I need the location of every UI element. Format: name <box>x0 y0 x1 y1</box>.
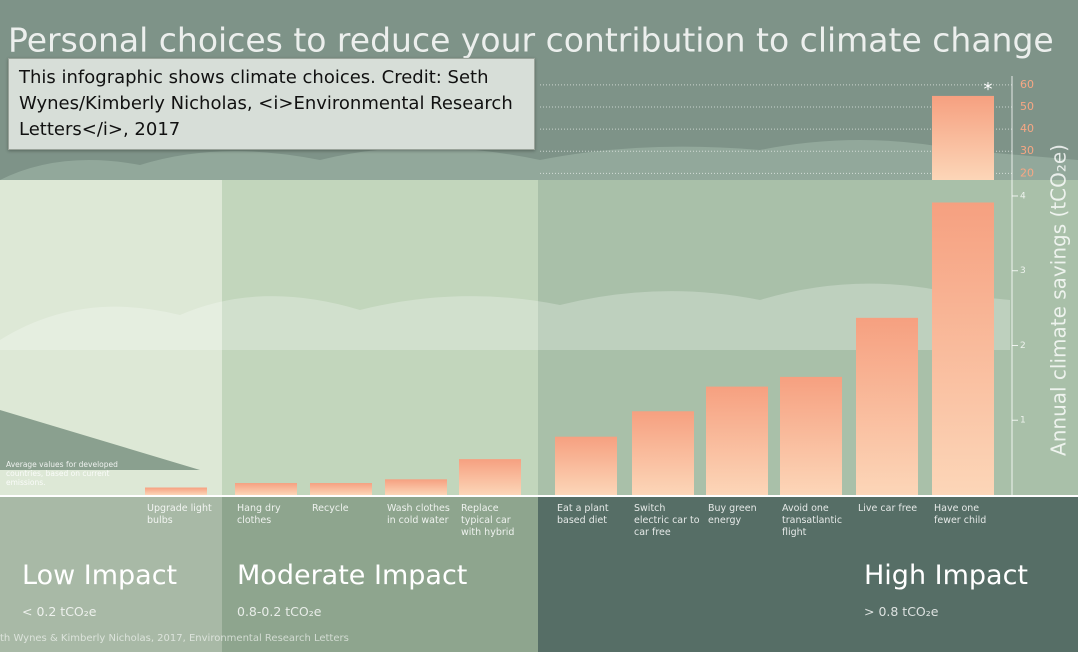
y2-tick-label: 60 <box>1020 78 1034 91</box>
category-label: Avoid one transatlantic flight <box>782 503 843 538</box>
category-label: Switch electric car to car free <box>634 503 700 538</box>
chart-title: Personal choices to reduce your contribu… <box>8 21 1054 60</box>
impact-label: Low Impact <box>22 560 178 591</box>
category-label: Hang dry clothes <box>237 503 281 526</box>
impact-range: > 0.8 tCO₂e <box>864 604 939 619</box>
annotation: * <box>984 79 993 100</box>
category-label: Eat a plant based diet <box>557 503 609 526</box>
moderate-footer <box>222 497 538 652</box>
category-label: Have one fewer child <box>934 503 987 526</box>
y-axis-label: Annual climate savings (tCO₂e) <box>1047 144 1071 456</box>
bar <box>555 436 617 495</box>
bar <box>145 487 207 495</box>
bar <box>780 376 842 495</box>
bar <box>632 411 694 495</box>
y2-tick-label: 20 <box>1020 166 1034 179</box>
high-footer <box>538 497 1078 652</box>
bar <box>235 483 297 495</box>
note: Average values for developed countries, … <box>6 460 118 487</box>
bar <box>856 317 918 495</box>
source: th Wynes & Kimberly Nicholas, 2017, Envi… <box>0 633 349 644</box>
impact-label: Moderate Impact <box>237 560 468 591</box>
category-label: Replace typical car with hybrid <box>461 503 515 538</box>
tooltip: This infographic shows climate choices. … <box>8 58 535 150</box>
y2-tick-label: 40 <box>1020 122 1034 135</box>
y-tick-label: 4 <box>1020 191 1026 201</box>
moderate-panel <box>222 180 538 497</box>
bar <box>459 459 521 495</box>
y2-tick-label: 50 <box>1020 100 1034 113</box>
category-label: Wash clothes in cold water <box>387 503 450 526</box>
bar <box>385 479 447 495</box>
bar-upper <box>932 95 994 180</box>
category-label: Recycle <box>312 503 349 514</box>
bar-lower <box>932 202 994 495</box>
y2-tick-label: 30 <box>1020 144 1034 157</box>
low-footer <box>0 497 222 652</box>
category-label: Upgrade light bulbs <box>147 503 212 526</box>
bar <box>310 483 372 495</box>
bar <box>706 386 768 495</box>
impact-label: High Impact <box>864 560 1029 591</box>
y-tick-label: 1 <box>1020 416 1026 426</box>
impact-range: < 0.2 tCO₂e <box>22 604 97 619</box>
category-label: Buy green energy <box>708 503 757 526</box>
clouds <box>0 283 1010 350</box>
hill <box>0 410 200 470</box>
category-label: Live car free <box>858 503 918 514</box>
clouds <box>0 140 1078 180</box>
y-tick-label: 3 <box>1020 266 1026 276</box>
impact-range: 0.8-0.2 tCO₂e <box>237 604 322 619</box>
y-tick-label: 2 <box>1020 341 1026 351</box>
